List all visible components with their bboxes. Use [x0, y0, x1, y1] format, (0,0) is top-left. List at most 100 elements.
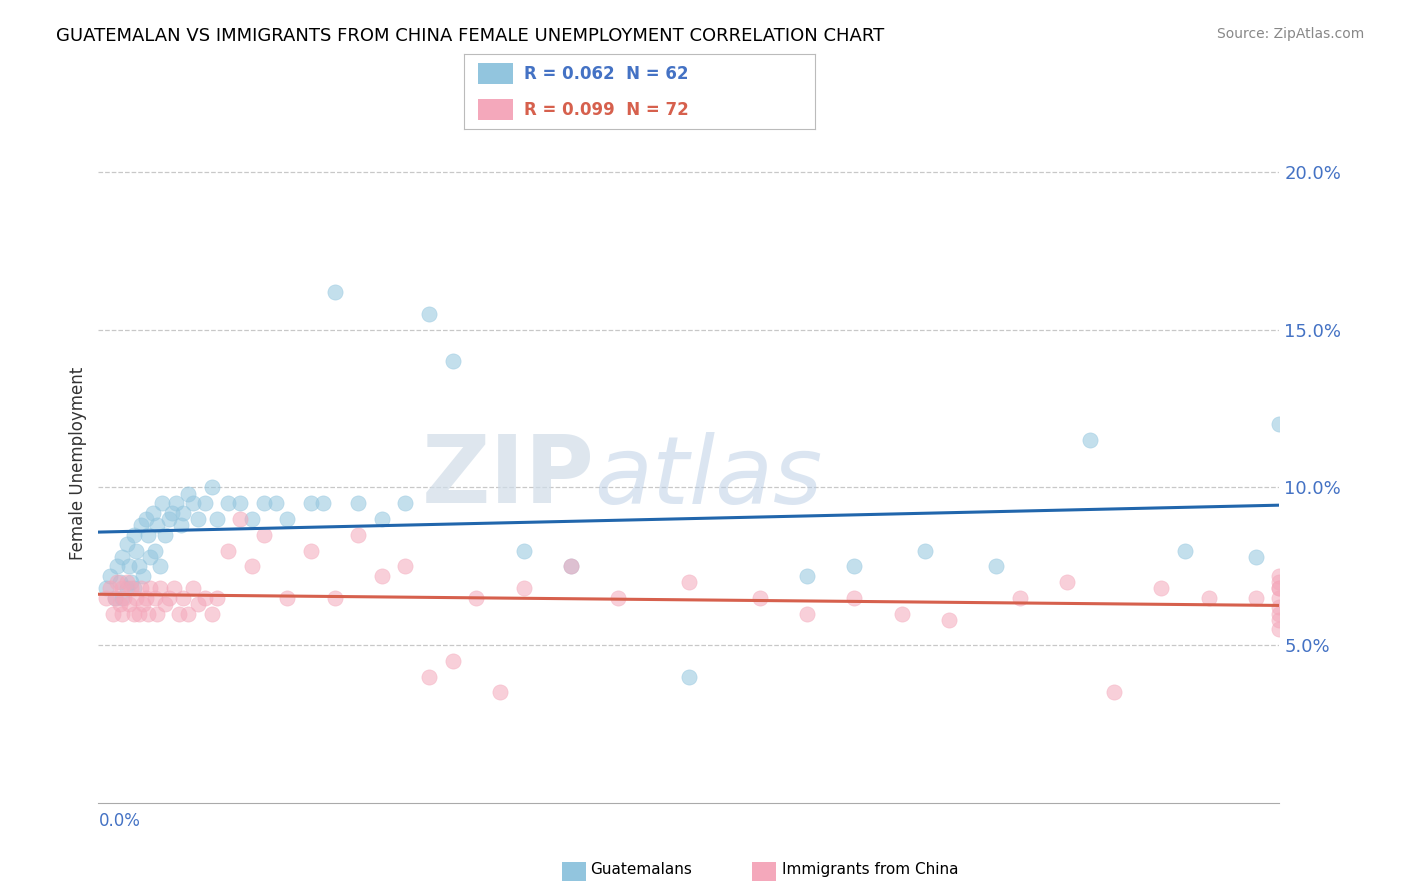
Point — [441, 354, 464, 368]
Point — [128, 607, 150, 621]
Point — [276, 512, 298, 526]
Point — [146, 518, 169, 533]
Point — [938, 613, 960, 627]
Text: R = 0.099  N = 72: R = 0.099 N = 72 — [524, 101, 689, 119]
Point — [253, 528, 276, 542]
Point — [150, 496, 173, 510]
Point — [1198, 591, 1220, 605]
Point — [607, 591, 630, 605]
Point — [149, 582, 172, 596]
Point — [229, 512, 252, 526]
Point — [264, 496, 287, 510]
Point — [115, 575, 138, 590]
Point — [914, 543, 936, 558]
Point — [122, 582, 145, 596]
Point — [132, 597, 155, 611]
Point — [187, 597, 209, 611]
Point — [323, 591, 346, 605]
Point — [181, 496, 204, 510]
Point — [167, 607, 190, 621]
Point — [143, 591, 166, 605]
Point — [418, 307, 440, 321]
Point — [139, 549, 162, 564]
Point — [1268, 613, 1291, 627]
Point — [129, 582, 152, 596]
Point — [1244, 549, 1267, 564]
Point — [129, 518, 152, 533]
Y-axis label: Female Unemployment: Female Unemployment — [69, 368, 87, 560]
Point — [465, 591, 488, 605]
Point — [984, 559, 1007, 574]
Point — [371, 568, 394, 582]
Point — [844, 591, 866, 605]
Text: 0.0%: 0.0% — [98, 812, 141, 830]
Point — [181, 582, 204, 596]
Point — [108, 575, 131, 590]
Point — [1268, 568, 1291, 582]
Point — [347, 528, 370, 542]
Point — [115, 537, 138, 551]
Point — [1268, 575, 1291, 590]
Point — [135, 591, 157, 605]
Point — [121, 582, 143, 596]
Point — [146, 607, 169, 621]
Point — [118, 559, 141, 574]
Point — [512, 543, 534, 558]
Point — [1268, 582, 1291, 596]
Point — [299, 496, 322, 510]
Point — [111, 591, 134, 605]
Point — [512, 582, 534, 596]
Point — [560, 559, 582, 574]
Point — [160, 506, 183, 520]
Point — [796, 568, 818, 582]
Point — [98, 568, 121, 582]
Point — [240, 512, 263, 526]
Point — [1056, 575, 1078, 590]
Point — [111, 607, 134, 621]
Point — [122, 607, 145, 621]
Point — [94, 582, 117, 596]
Point — [172, 506, 194, 520]
Point — [217, 496, 239, 510]
Point — [112, 591, 135, 605]
Point — [128, 559, 150, 574]
Point — [194, 591, 217, 605]
Point — [136, 607, 159, 621]
Point — [371, 512, 394, 526]
Point — [489, 685, 512, 699]
Point — [1268, 623, 1291, 637]
Point — [1150, 582, 1173, 596]
Point — [101, 607, 124, 621]
Point — [125, 543, 148, 558]
Point — [890, 607, 912, 621]
Point — [299, 543, 322, 558]
Point — [217, 543, 239, 558]
Point — [1244, 591, 1267, 605]
Point — [163, 582, 186, 596]
Point — [1268, 607, 1291, 621]
Point — [229, 496, 252, 510]
Point — [149, 559, 172, 574]
Point — [111, 582, 134, 596]
Text: Immigrants from China: Immigrants from China — [782, 863, 959, 877]
Text: Guatemalans: Guatemalans — [591, 863, 692, 877]
Text: Source: ZipAtlas.com: Source: ZipAtlas.com — [1216, 27, 1364, 41]
Point — [153, 597, 176, 611]
Point — [94, 591, 117, 605]
Point — [187, 512, 209, 526]
Point — [418, 670, 440, 684]
Point — [121, 575, 143, 590]
Point — [394, 496, 416, 510]
Point — [748, 591, 770, 605]
Point — [172, 591, 194, 605]
Point — [135, 512, 157, 526]
Point — [136, 528, 159, 542]
Point — [240, 559, 263, 574]
Point — [105, 575, 128, 590]
Point — [441, 654, 464, 668]
Point — [122, 528, 145, 542]
Text: R = 0.062  N = 62: R = 0.062 N = 62 — [524, 64, 688, 83]
Point — [1080, 433, 1102, 447]
Point — [1102, 685, 1125, 699]
Point — [347, 496, 370, 510]
